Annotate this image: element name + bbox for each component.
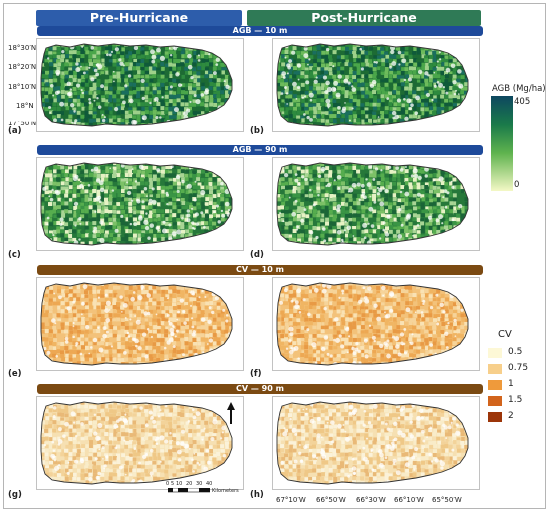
cv-legend-title: CV — [498, 329, 512, 340]
cv-legend-swatch — [488, 412, 502, 422]
map-f-content — [276, 282, 469, 366]
panel-label-c: (c) — [8, 250, 21, 260]
map-panel-b — [272, 38, 480, 132]
scale-tick: 40 — [206, 481, 213, 487]
map-g-content — [40, 401, 233, 485]
cv-legend-swatch — [488, 364, 502, 374]
panel-label-b: (b) — [250, 126, 264, 136]
cv-10m-bar: CV — 10 m — [37, 265, 483, 275]
cv-90m-bar: CV — 90 m — [37, 384, 483, 394]
scale-bar — [168, 488, 210, 493]
lat-label: 18°30′N — [8, 44, 37, 52]
lon-label: 67°10′W — [276, 496, 306, 504]
north-arrow-icon — [227, 402, 235, 424]
lon-label: 66°50′W — [316, 496, 346, 504]
panel-label-f: (f) — [250, 369, 262, 379]
agb-90m-bar: AGB — 90 m — [37, 145, 483, 155]
cv-legend-label: 2 — [508, 411, 514, 421]
cv-legend-swatch — [488, 380, 502, 390]
map-d-content — [276, 162, 469, 246]
map-h-content — [276, 401, 469, 485]
pre-hurricane-header: Pre-Hurricane — [36, 10, 242, 26]
post-hurricane-header: Post-Hurricane — [247, 10, 481, 26]
panel-label-e: (e) — [8, 369, 22, 379]
lon-label: 66°30′W — [356, 496, 386, 504]
panel-label-d: (d) — [250, 250, 264, 260]
lat-label: 18°20′N — [8, 63, 37, 71]
map-panel-d — [272, 157, 480, 251]
agb-legend-colorbar — [491, 96, 513, 191]
scale-tick: 0 — [166, 481, 170, 487]
panel-label-h: (h) — [250, 490, 264, 500]
map-panel-e — [36, 277, 244, 371]
map-panel-h — [272, 396, 480, 490]
agb-10m-bar: AGB — 10 m — [37, 26, 483, 36]
map-panel-f — [272, 277, 480, 371]
lon-label: 66°10′W — [394, 496, 424, 504]
lat-label: 17°50′N — [8, 119, 37, 127]
map-panel-g — [36, 396, 244, 490]
cv-legend-label: 1 — [508, 379, 514, 389]
lat-label: 18°N — [16, 102, 34, 110]
scale-unit: Kilometers — [212, 488, 239, 494]
cv-legend-label: 0.5 — [508, 347, 523, 357]
cv-legend-swatch — [488, 396, 502, 406]
cv-legend-swatch — [488, 348, 502, 358]
map-e-content — [40, 282, 233, 366]
cv-legend-label: 1.5 — [508, 395, 523, 405]
scale-tick: 20 — [186, 481, 193, 487]
panel-label-g: (g) — [8, 490, 22, 500]
scale-tick: 10 — [176, 481, 183, 487]
map-c-content — [40, 162, 233, 246]
scale-tick: 30 — [196, 481, 203, 487]
map-panel-a — [36, 38, 244, 132]
agb-legend-min: 0 — [514, 180, 520, 190]
agb-legend-max: 405 — [514, 97, 531, 107]
cv-legend-label: 0.75 — [508, 363, 529, 373]
lat-label: 18°10′N — [8, 83, 37, 91]
agb-legend-title: AGB (Mg/ha) — [492, 84, 546, 94]
panel-label-a: (a) — [8, 126, 22, 136]
map-a-content — [40, 43, 233, 127]
figure-frame — [3, 3, 546, 509]
map-b-content — [276, 43, 469, 127]
lon-label: 65°50′W — [432, 496, 462, 504]
map-panel-c — [36, 157, 244, 251]
scale-tick: 5 — [171, 481, 175, 487]
